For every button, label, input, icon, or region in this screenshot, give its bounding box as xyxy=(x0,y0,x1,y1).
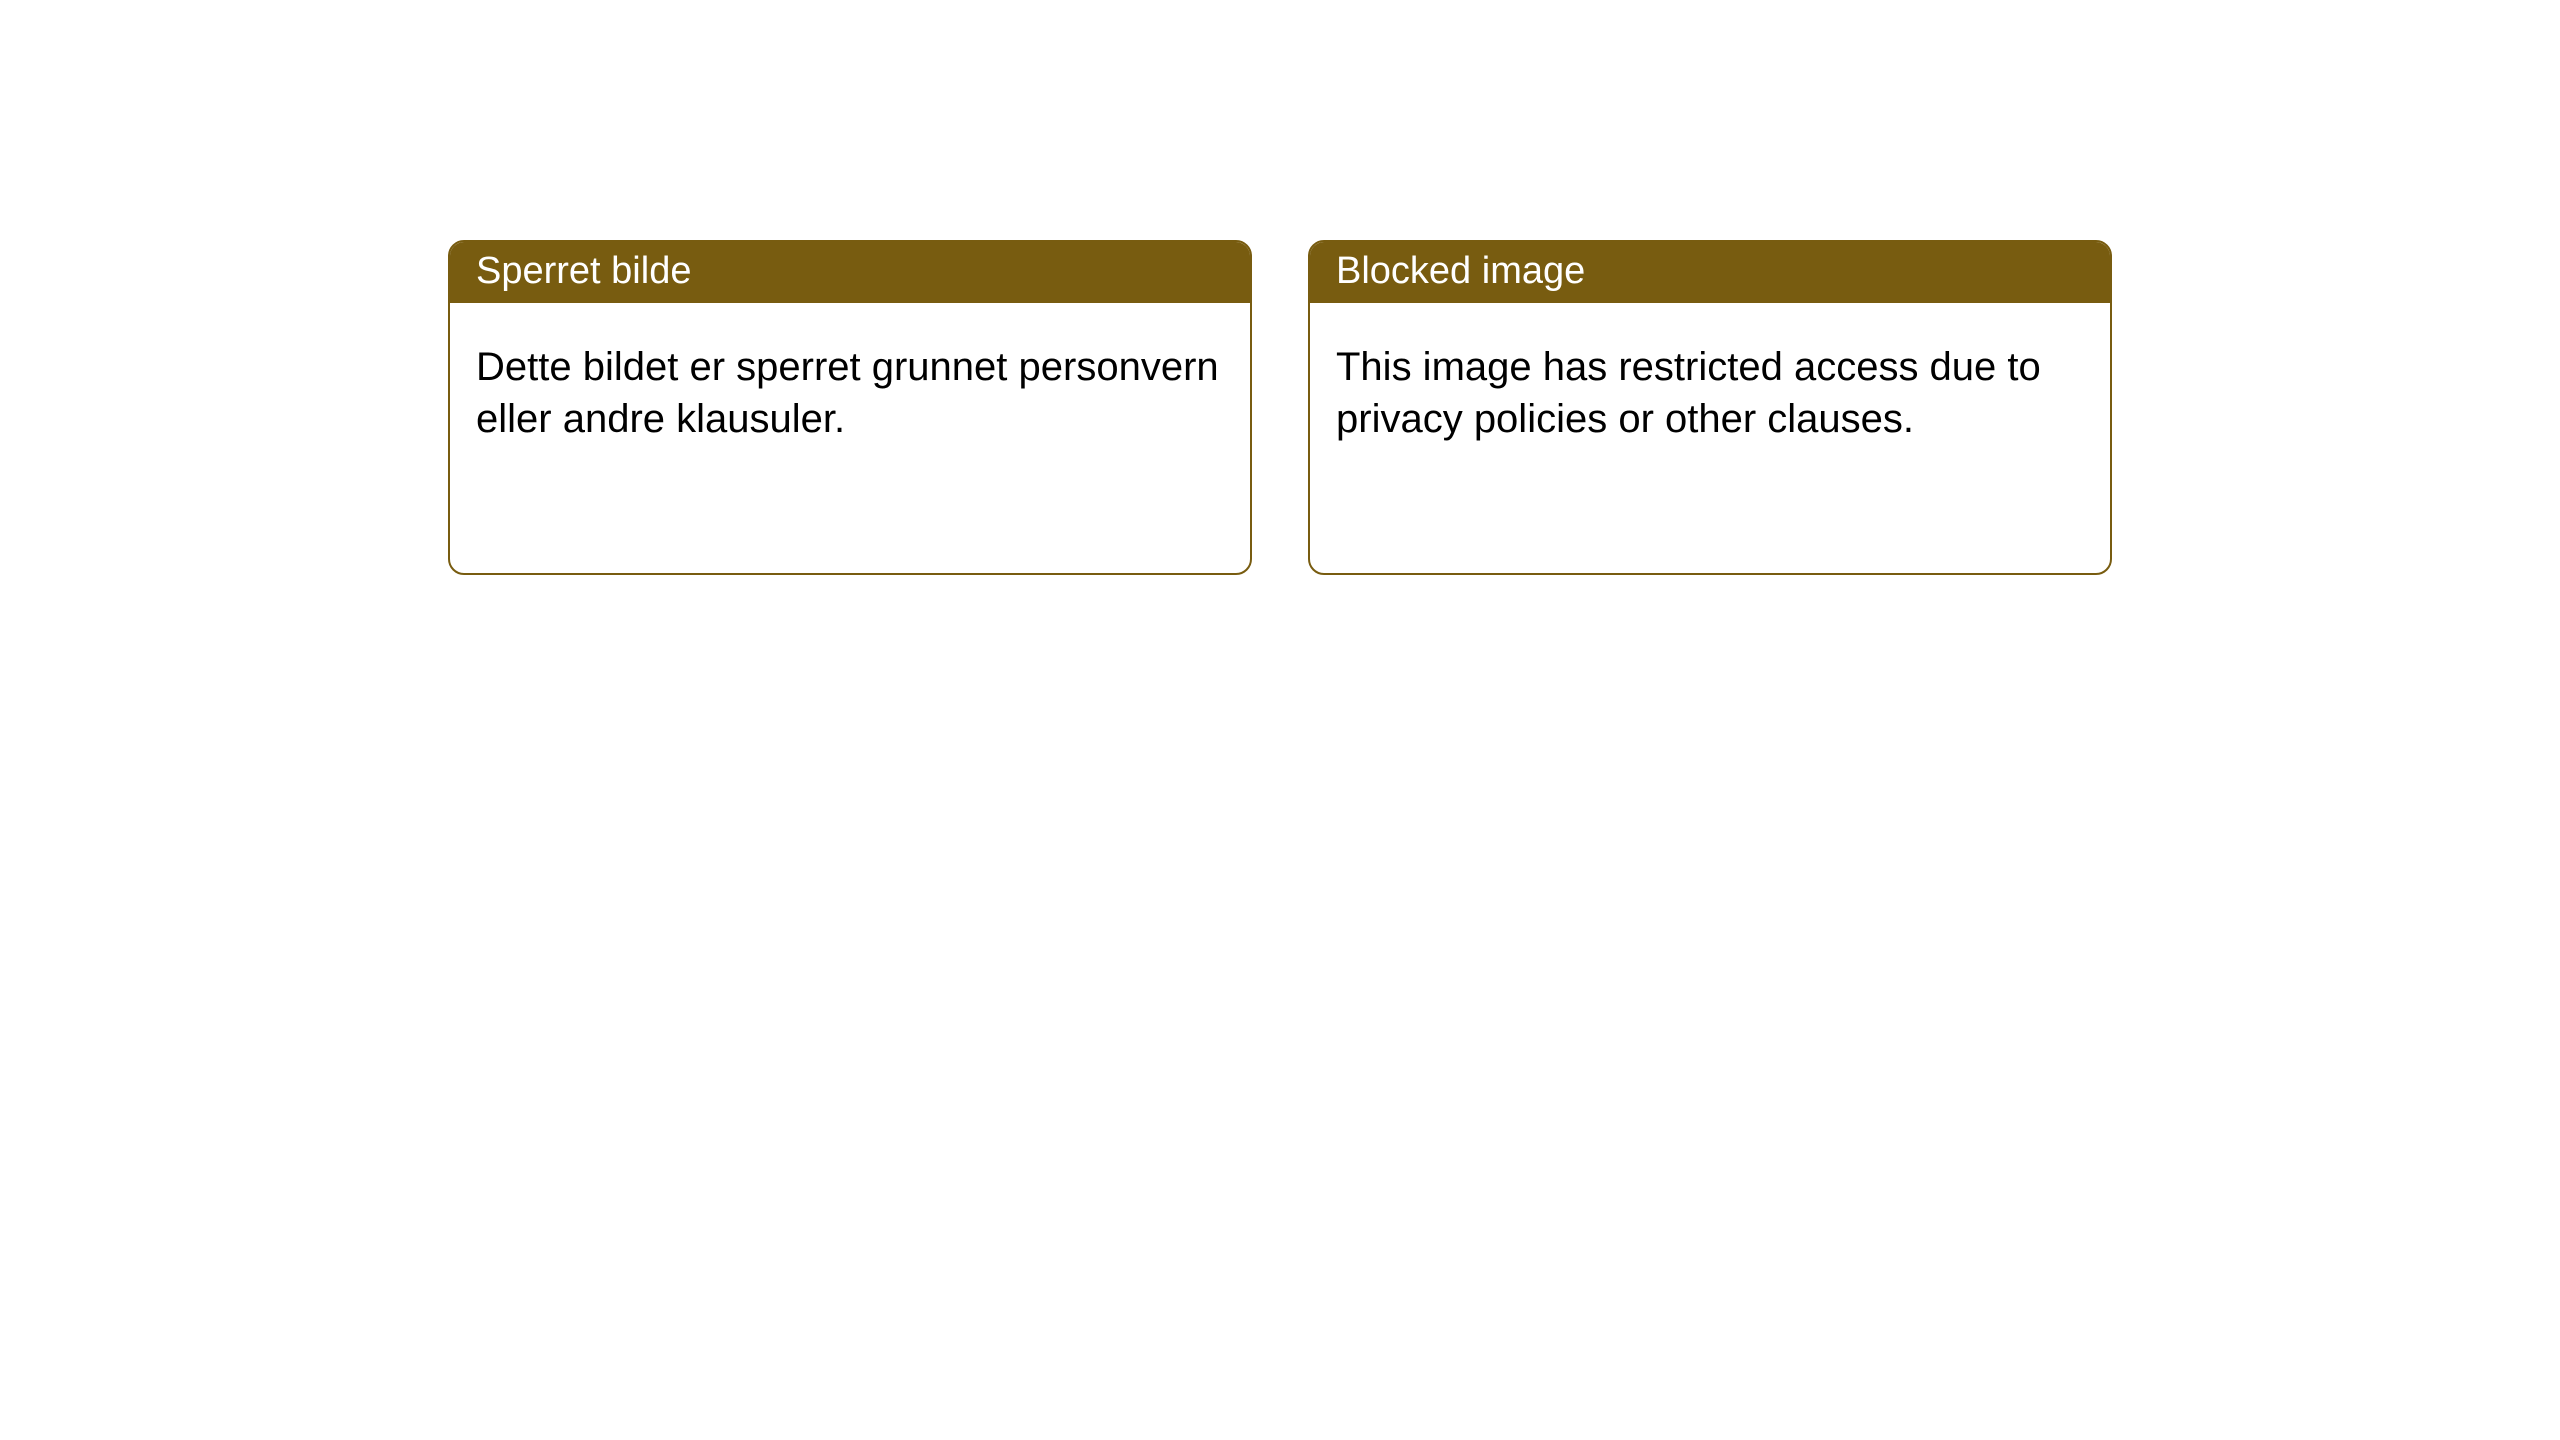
card-title: Blocked image xyxy=(1336,250,1585,292)
card-body-text: Dette bildet er sperret grunnet personve… xyxy=(476,345,1219,441)
card-header: Blocked image xyxy=(1310,242,2110,303)
card-body: This image has restricted access due to … xyxy=(1310,303,2110,573)
card-body: Dette bildet er sperret grunnet personve… xyxy=(450,303,1250,573)
card-body-text: This image has restricted access due to … xyxy=(1336,345,2041,441)
blocked-image-card-en: Blocked image This image has restricted … xyxy=(1308,240,2112,575)
card-header: Sperret bilde xyxy=(450,242,1250,303)
blocked-image-card-no: Sperret bilde Dette bildet er sperret gr… xyxy=(448,240,1252,575)
notice-container: Sperret bilde Dette bildet er sperret gr… xyxy=(0,0,2560,575)
card-title: Sperret bilde xyxy=(476,250,691,292)
